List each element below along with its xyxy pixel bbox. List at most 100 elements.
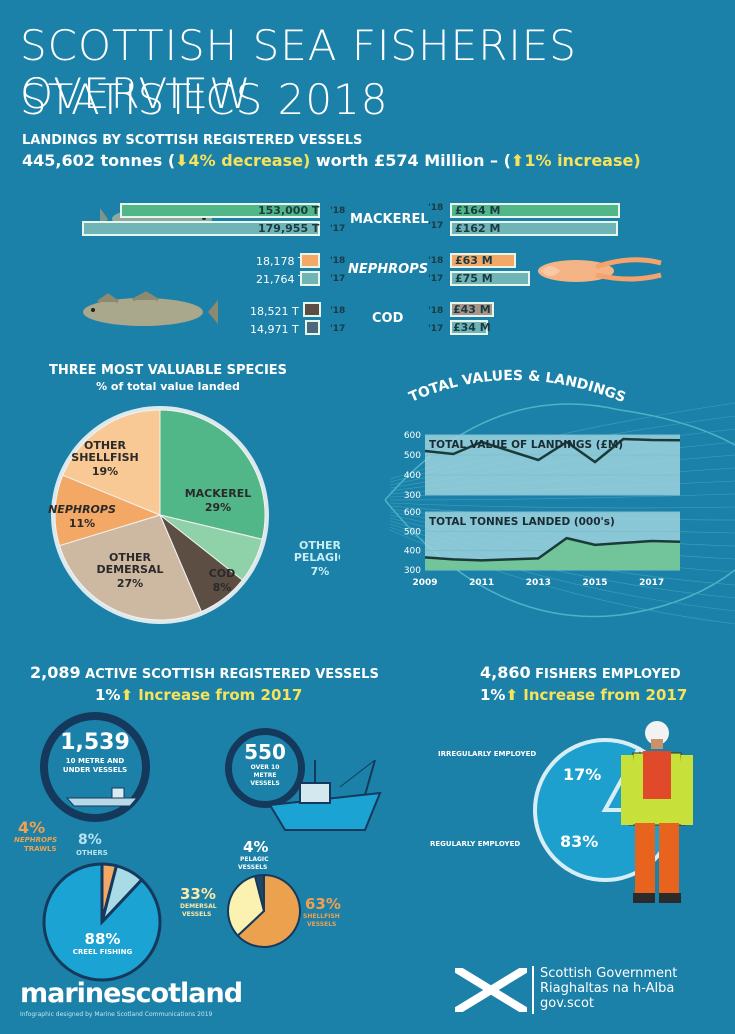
x-tick-label: 2015 [582, 578, 607, 588]
year-18: '18 [330, 206, 346, 216]
fishers-count: 4,860 [480, 663, 531, 682]
shellfish-pct: 63% [305, 895, 341, 913]
title-line-2: STATISTICS 2018 [20, 75, 389, 124]
landings-increase: 1% increase) [524, 151, 641, 170]
y-tick-label: 600 [404, 508, 421, 518]
year-18-right: '18 [428, 256, 444, 266]
landings-summary: 445,602 tonnes (⬇4% decrease) worth £574… [22, 151, 641, 170]
pie-slice-others [100, 863, 144, 924]
y-tick-label: 400 [404, 471, 421, 481]
small-vessels-circle [40, 712, 150, 822]
x-tick-label: 2013 [526, 578, 551, 588]
year-17-right: '17 [428, 274, 444, 284]
timeseries-charts: 600 500 400 300 TOTAL VALUE OF LANDINGS (£M)… [404, 431, 681, 588]
nephrops-value-18-bar [450, 253, 516, 268]
credit: Infographic designed by Marine Scotland … [20, 1011, 213, 1018]
vessels-heading-text: ACTIVE SCOTTISH REGISTERED VESSELS [80, 667, 379, 682]
small-vessels-count: 1,539 [60, 730, 130, 755]
regular-label: REGULARLY EMPLOYED [430, 840, 521, 848]
large-vessels-count: 550 [244, 740, 286, 764]
year-17: '17 [330, 324, 346, 334]
pie-pct-mackerel: 29% [205, 501, 231, 514]
year-18: '18 [330, 256, 346, 266]
nephrops-label: NEPHROPS [348, 262, 429, 277]
nephrops-value-17-bar [450, 271, 530, 286]
mackerel-label: MACKEREL [350, 212, 429, 227]
y-tick-label: 400 [404, 547, 421, 557]
pie-label-other-demersal: OTHER [109, 551, 152, 564]
pie-label-mackerel: MACKEREL [185, 487, 252, 500]
pelagic-label-1: PELAGIC [240, 856, 269, 863]
mackerel-value-18-bar [450, 203, 620, 218]
pie-pct-other-demersal: 27% [117, 577, 143, 590]
landings-heading: LANDINGS BY SCOTTISH REGISTERED VESSELS [22, 133, 363, 148]
large-vessels-label-1: OVER 10 [250, 764, 280, 771]
pie-pct-nephrops: 11% [69, 517, 95, 530]
large-vessels-circle [225, 728, 305, 808]
irregular-label: IRREGULARLY EMPLOYED [438, 750, 537, 758]
cod-label: COD [372, 311, 404, 326]
gov-line-1: Scottish Government [540, 966, 678, 981]
value-title: TOTAL VALUE OF LANDINGS (£M) [429, 439, 623, 451]
y-tick-label: 500 [404, 451, 421, 461]
vessels-change-pct: 1% [95, 686, 121, 704]
mackerel-value-17-bar [450, 221, 618, 236]
nephrops-trawls-label-1: NEPHROPS [14, 836, 58, 844]
nephrops-tonnes-18: 18,178 T [256, 255, 305, 268]
species-pie-chart: MACKEREL29%OTHERPELAGIC7%COD8%OTHERDEMER… [48, 406, 340, 624]
demersal-label-1: DEMERSAL [180, 903, 217, 910]
shellfish-label-1: SHELLFISH [303, 913, 340, 920]
mackerel-tonnes-18: 153,000 T [258, 204, 320, 217]
pie-slice-mackerel [159, 409, 266, 540]
net-line [389, 502, 735, 509]
pie-label-other-pelagic: OTHER [299, 539, 340, 552]
brand-scotland: scotland [120, 978, 243, 1009]
small-boat-icon [65, 787, 139, 807]
gov-text: Scottish Government Riaghaltas na h-Alba… [540, 966, 677, 1011]
x-tick-label: 2011 [469, 578, 494, 588]
pelagic-label-2: VESSELS [238, 864, 268, 871]
large-vessels-pie [227, 873, 301, 948]
title-line-1: SCOTTISH SEA FISHERIES OVERVIEW [20, 21, 577, 118]
cod-value-18: £43 M [453, 303, 491, 316]
up-arrow-icon: ⬆ [120, 686, 134, 704]
pie-label-nephrops: NEPHROPS [48, 503, 116, 516]
pie-label-cod: COD [209, 567, 236, 580]
pie-slice-shellfish-vessels [236, 873, 301, 948]
fishers-change: 1%⬆ Increase from 2017 [480, 686, 687, 704]
pie-slice-other-demersal [58, 514, 202, 621]
nephrops-trawls-pct: 4% [18, 818, 46, 837]
pie-label-other-shellfish: SHELLFISH [71, 451, 138, 464]
vessels-change: 1%⬆ Increase from 2017 [95, 686, 302, 704]
pie-title: THREE MOST VALUABLE SPECIES [48, 363, 288, 378]
pie-slice-nephrops [54, 474, 162, 547]
creel-pct: 88% [84, 930, 121, 948]
value-chart: 600 500 400 300 TOTAL VALUE OF LANDINGS (£M) [404, 431, 681, 501]
cod-value-18-bar [450, 302, 494, 317]
pie-pct-other-shellfish: 19% [92, 465, 118, 478]
landings-decrease: 4% decrease) [188, 151, 311, 170]
mackerel-value-17: £162 M [455, 222, 501, 235]
landings-tonnes: 445,602 tonnes ( [22, 151, 176, 170]
value-line [424, 437, 681, 464]
regular-pct: 83% [560, 832, 599, 851]
vessels-change-text: Increase from 2017 [133, 686, 303, 704]
nephrops-prawn-icon [538, 257, 662, 282]
demersal-pct: 33% [180, 885, 216, 903]
year-18-right: '18 [428, 306, 444, 316]
tonnes-title: TOTAL TONNES LANDED (000's) [429, 516, 615, 528]
up-arrow-icon: ⬆ [510, 151, 525, 170]
nephrops-tonnes-17: 21,764 T [256, 273, 305, 286]
fishers-heading: 4,860 FISHERS EMPLOYED [480, 663, 681, 682]
mackerel-value-18: £164 M [455, 204, 501, 217]
gov-line-2: Riaghaltas na h-Alba [540, 981, 675, 996]
marinescotland-logo: marinescotland [20, 978, 243, 1009]
saltire-flag-icon [455, 968, 527, 1012]
net-line [389, 493, 735, 501]
x-tick-label: 2009 [412, 578, 437, 588]
mackerel-tonnes-17: 179,955 T [258, 222, 320, 235]
trawler-icon [268, 759, 382, 831]
nephrops-value-17: £75 M [455, 272, 493, 285]
fishers-change-pct: 1% [480, 686, 506, 704]
